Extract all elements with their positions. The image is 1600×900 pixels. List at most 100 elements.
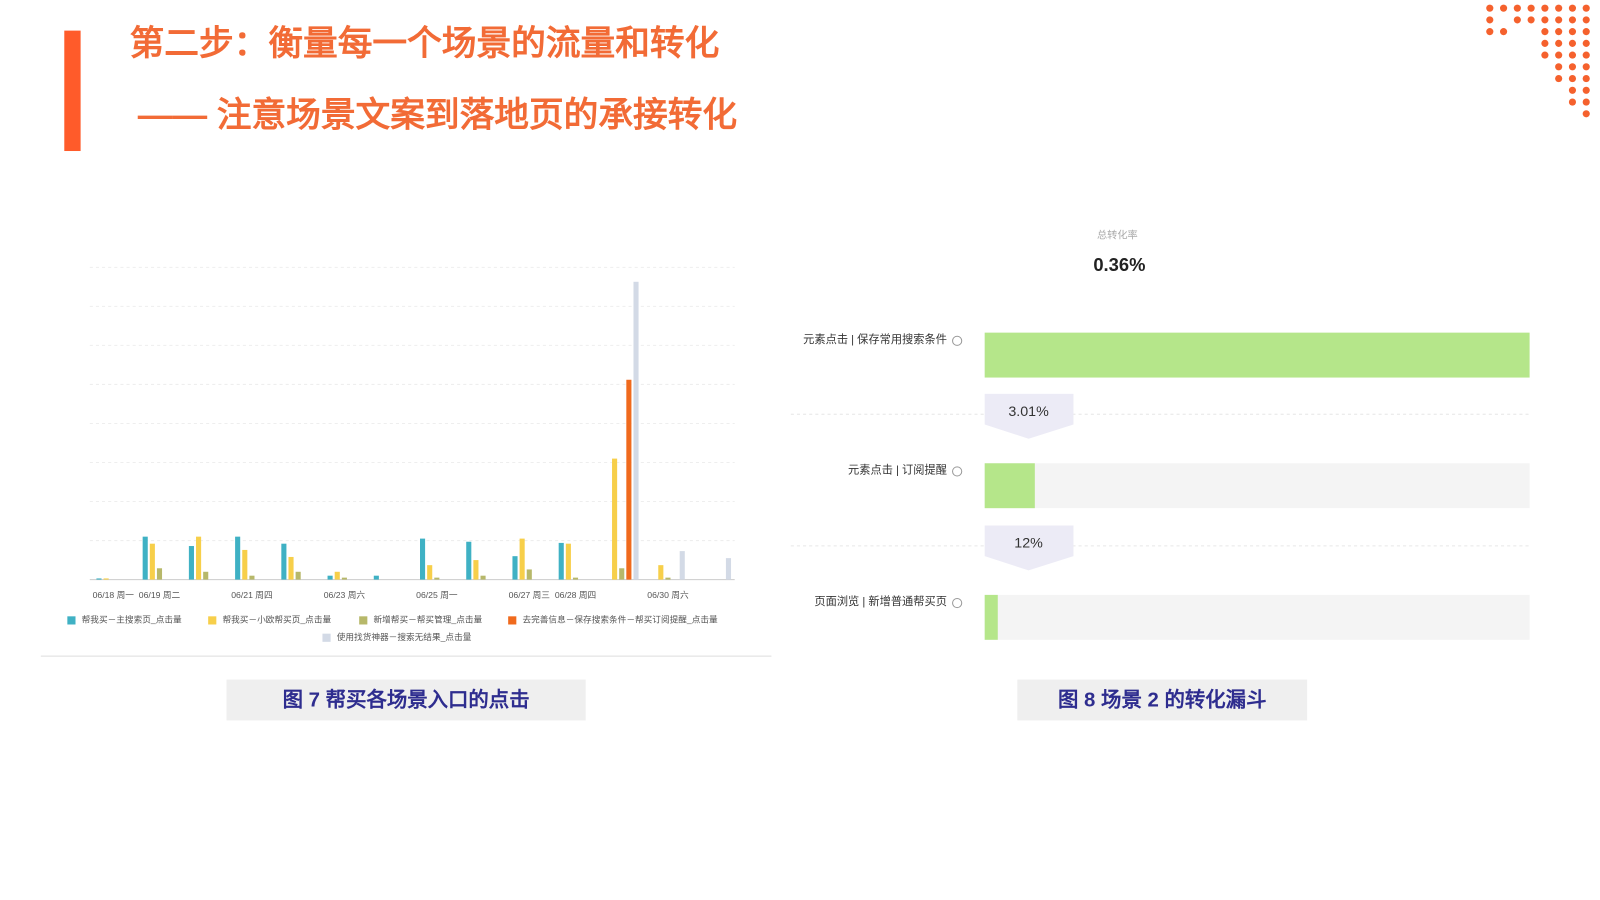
bar: [420, 538, 426, 580]
dot: [1486, 28, 1494, 36]
dot: [1527, 16, 1535, 24]
bar: [665, 577, 671, 580]
step-rate: 12%: [1014, 536, 1043, 552]
step-label: 元素点击 | 保存常用搜索条件: [803, 332, 947, 346]
bar-track: [984, 594, 1530, 640]
dot: [1582, 39, 1590, 47]
rate-chevron: [984, 393, 1074, 439]
dot: [1568, 86, 1577, 94]
info-icon: [952, 335, 963, 346]
x-tick-label: 06/19 周二: [139, 590, 181, 600]
x-tick-label: 06/21 周四: [231, 590, 272, 600]
legend-label: 去完善信息－保存搜索条件－帮买订阅提醒_点击量: [522, 614, 718, 625]
total-rate: 0.36%: [1093, 254, 1145, 275]
bar: [658, 565, 664, 580]
dot: [1527, 4, 1535, 12]
bar: [466, 541, 472, 580]
dot: [1486, 16, 1494, 24]
dot: [1568, 28, 1577, 36]
dot: [1582, 86, 1590, 94]
dot: [1582, 75, 1590, 83]
x-tick-label: 06/30 周六: [647, 589, 689, 600]
bar: [612, 458, 618, 580]
total-label: 总转化率: [1097, 228, 1138, 241]
x-tick-label: 06/27 周三: [509, 590, 551, 600]
legend-swatch: [322, 633, 331, 642]
bar: [434, 577, 440, 580]
bar: [188, 546, 194, 580]
dot: [1582, 4, 1590, 12]
legend-swatch: [508, 616, 517, 625]
bar: [473, 560, 479, 580]
bar: [565, 543, 571, 580]
bar: [519, 538, 525, 580]
bar: [149, 543, 155, 580]
bar: [196, 536, 202, 580]
bar: [142, 536, 148, 580]
dot: [1568, 39, 1577, 47]
caption: 图 8 场景 2 的转化漏斗: [1058, 687, 1266, 711]
funnel-bar: [984, 332, 1530, 378]
dot: [1486, 4, 1494, 12]
x-tick-label: 06/25 周一: [416, 590, 458, 600]
bar: [480, 575, 486, 580]
dot: [1541, 16, 1549, 24]
bar: [633, 281, 639, 580]
caption-box: [1017, 679, 1308, 721]
dot: [1500, 28, 1508, 36]
legend-swatch: [67, 616, 76, 625]
bar: [626, 379, 632, 580]
dot: [1568, 63, 1577, 71]
info-icon: [952, 466, 963, 477]
dot: [1555, 63, 1563, 71]
bar: [512, 556, 518, 580]
x-tick-label: 06/18 周一: [93, 590, 135, 600]
dot: [1568, 16, 1577, 24]
bar: [341, 577, 347, 580]
step-label: 页面浏览 | 新增普通帮买页: [814, 594, 947, 608]
legend-swatch: [359, 616, 368, 625]
bar: [619, 568, 625, 580]
caption-box: [226, 679, 586, 721]
dot: [1582, 63, 1590, 71]
info-icon: [952, 597, 963, 609]
dot: [1582, 98, 1590, 106]
dot: [1541, 39, 1549, 47]
legend-label: 使用找货神器－搜索无结果_点击量: [337, 631, 472, 642]
dot: [1568, 98, 1577, 106]
dot: [1555, 75, 1563, 83]
bar: [249, 575, 255, 580]
bar: [725, 558, 732, 580]
dot: [1555, 28, 1563, 36]
bar: [334, 571, 340, 580]
bar: [156, 568, 163, 580]
legend-label: 帮我买－小欧帮买页_点击量: [222, 614, 331, 625]
funnel-bar: [984, 463, 1035, 509]
rate-chevron: [984, 525, 1074, 571]
dot: [1513, 4, 1521, 12]
dot: [1568, 75, 1577, 83]
bar: [242, 549, 248, 580]
subtitle: —— 注意场景文案到落地页的承接转化: [138, 96, 737, 135]
legend-swatch: [208, 616, 217, 625]
legend-label: 新增帮买－帮买管理_点击量: [373, 614, 482, 625]
dot: [1582, 28, 1590, 36]
bar: [281, 543, 287, 580]
dot: [1568, 51, 1577, 59]
dot: [1555, 4, 1563, 12]
dot: [1568, 4, 1577, 12]
dot: [1555, 51, 1563, 59]
bar: [427, 565, 433, 580]
bar-track: [984, 463, 1530, 509]
dot: [1541, 4, 1549, 12]
dot: [1582, 16, 1590, 24]
dot: [1582, 110, 1590, 118]
dot: [1541, 28, 1549, 36]
bar: [572, 577, 579, 580]
bar: [526, 569, 532, 580]
bar: [295, 571, 301, 580]
legend-label: 帮我买－主搜索页_点击量: [82, 614, 182, 625]
x-tick-label: 06/23 周六: [324, 589, 366, 600]
title: 第二步：衡量每一个场景的流量和转化: [130, 24, 720, 63]
